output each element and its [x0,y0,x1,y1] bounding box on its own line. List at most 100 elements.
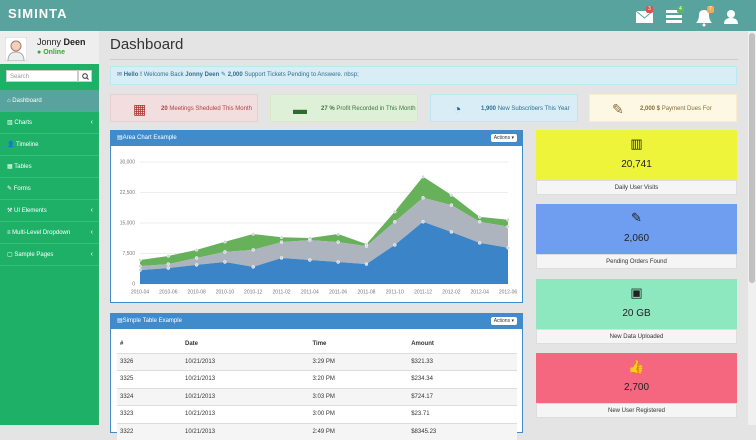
point [166,254,171,258]
actions-button[interactable]: Actions ▾ [490,317,517,325]
tile-value: 20,741 [621,159,652,170]
stat-value: 2,000 $ [640,106,661,112]
actions-button[interactable]: Actions ▾ [490,134,517,142]
avatar [5,37,27,61]
alert-text: Welcome Back [143,72,184,78]
point [336,240,340,244]
table-cell: $321.33 [408,352,517,371]
tile: ▣ 20 GB New Data Uploaded [536,278,737,344]
point [421,220,425,224]
menu-item[interactable]: ⚒ UI Elements ‹ [0,200,99,222]
x-tick-label: 2010-10 [216,289,235,295]
point [166,266,171,270]
menu-item[interactable]: ▢ Sample Pages ‹ [0,244,99,266]
status-text: Online [43,49,65,56]
y-tick-label: 30,000 [120,159,136,165]
greeting: Hello ! [123,72,143,78]
table-cell: 3:29 PM [309,352,409,371]
table-cell: 3323 [117,405,183,423]
first-name: Jonny [37,37,62,47]
point [449,193,454,197]
point [336,260,340,264]
menu-label: Dashboard [12,98,42,104]
stat-box: ▦ 20 Meetings Sheduled This Month [110,94,258,122]
table-cell: 3:00 PM [309,405,409,423]
table-cell: $23.71 [408,405,517,423]
panel-title: Simple Table Example [122,318,182,324]
search-button[interactable] [78,70,92,82]
actions-label: Actions [493,318,511,324]
x-tick-label: 2011-10 [386,289,404,295]
point [138,264,142,268]
menu-item[interactable]: ≡ Multi-Level Dropdown ‹ [0,222,99,244]
table-cell: $234.34 [408,370,517,388]
stat-label: Meetings Sheduled This Month [169,106,252,112]
x-tick-label: 2012-04 [471,289,490,295]
x-tick-label: 2010-06 [159,289,178,295]
point [223,260,227,264]
x-tick-label: 2010-12 [244,289,263,295]
point [393,220,397,224]
point [506,224,510,229]
point [194,256,199,260]
table-cell: 3325 [117,370,183,388]
point [477,241,482,245]
menu-item[interactable]: ▥ Charts ‹ [0,112,99,134]
stat-box: ◔ 1,900 New Subscribers This Year [430,94,578,122]
table-row: 3322 10/21/2013 2:49 PM $8345.23 [117,422,517,440]
tile: ✎ 2,060 Pending Orders Found [536,204,737,270]
scrollbar[interactable] [748,31,756,425]
brand[interactable]: SIMINTA [8,6,68,21]
table-cell: 3:20 PM [309,370,409,388]
alert-text: Support Tickets Pending to Answere. nbsp… [244,72,359,78]
table-cell: 3322 [117,422,183,440]
menu-item[interactable]: ⌂ Dashboard [0,90,99,112]
search-input[interactable]: Search [6,70,78,82]
menu-label: Multi-Level Dropdown [12,230,71,236]
point [364,262,369,266]
x-tick-label: 2010-04 [131,289,150,295]
badge: 4 [677,6,684,13]
column-header: Date [185,341,199,348]
point [421,174,425,179]
tile-value: 20 GB [622,307,651,319]
tile-value: 2,700 [623,381,650,393]
badge: 3 [646,6,653,13]
point [393,243,397,247]
menu-item[interactable]: ✎ Forms [0,178,99,200]
table-cell: 3:03 PM [309,387,409,406]
chart-panel: ▤Area Chart Example Actions ▾ 0 7,500 15,00… [110,130,523,303]
tile-label: New User Registered [536,402,737,418]
point [393,209,397,214]
point [223,239,227,244]
tile-label: Daily User Visits [536,180,737,195]
user-name: Jonny Deen [37,37,86,47]
tile-value: 2,060 [623,233,650,245]
point [506,246,510,250]
area [140,197,508,271]
page-title: Dashboard [110,36,184,53]
top-bar [0,0,756,31]
y-tick-label: 0 [132,281,135,287]
point [166,262,171,266]
column-header: # [120,341,124,348]
stat-value: 1,900 [481,106,497,112]
point [308,236,312,240]
last-name: Deen [63,37,86,47]
table-cell: 10/21/2013 [182,405,310,423]
y-tick-label: 15,000 [120,220,136,226]
stat-box: ▬ 27 % Profit Recorded in This Month [270,94,418,122]
menu-item[interactable]: 👤 Timeline [0,134,99,156]
menu-item[interactable]: ▦ Tables [0,156,99,178]
actions-label: Actions [493,135,511,141]
menu-label: Timeline [16,142,39,148]
top-icons[interactable] [630,4,750,28]
stat-label: New Subscribers This Year [497,106,570,112]
table-cell: $8345.23 [408,422,517,440]
panel-header: ▤Area Chart Example Actions ▾ [111,131,522,146]
table-cell: 2:49 PM [309,422,409,440]
divider [110,59,738,60]
alert: ✉ Hello ! Welcome Back Jonny Deen ✎ 2,00… [110,66,737,85]
table-cell: 10/21/2013 [182,387,310,406]
